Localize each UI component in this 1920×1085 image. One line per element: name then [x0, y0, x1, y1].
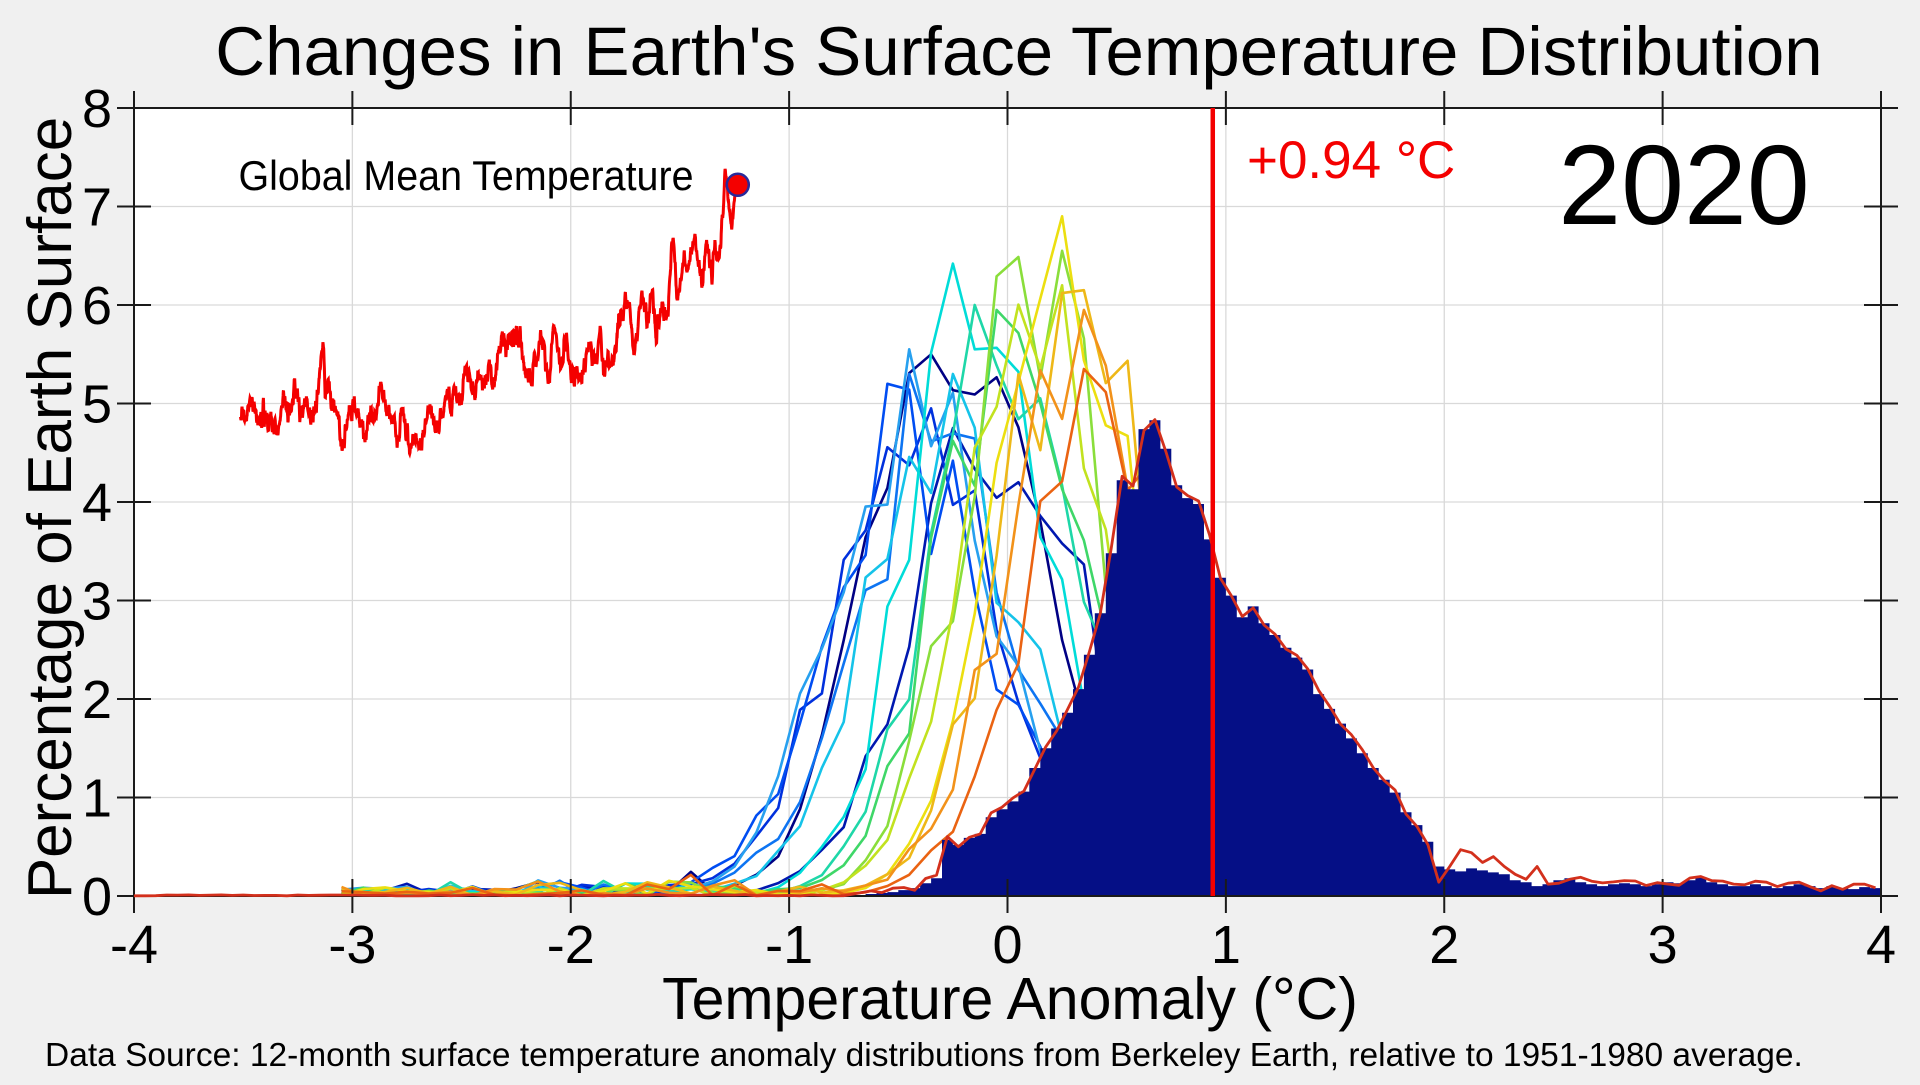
- mean-anomaly-value: +0.94 °C: [1247, 131, 1455, 190]
- y-tick-label: 4: [82, 473, 112, 533]
- histogram-2020-bars: [865, 420, 1881, 896]
- data-source-note: Data Source: 12-month surface temperatur…: [45, 1037, 1803, 1074]
- x-tick-label: 4: [1866, 915, 1896, 975]
- plot-border-and-ticks: [117, 91, 1898, 913]
- current-year: 2020: [1558, 122, 1809, 248]
- y-tick-label: 3: [82, 572, 112, 632]
- inset-title: Global Mean Temperature: [239, 152, 694, 199]
- global-mean-temperature-series: [239, 168, 740, 459]
- x-tick-label: -2: [547, 915, 595, 975]
- x-tick-label: 1: [1211, 915, 1241, 975]
- current-year-distribution-line: [134, 418, 1876, 898]
- y-tick-label: 7: [82, 178, 112, 238]
- global-mean-temperature-inset: [239, 168, 751, 459]
- x-tick-label: 2: [1429, 915, 1459, 975]
- chart-title: Changes in Earth's Surface Temperature D…: [215, 13, 1822, 90]
- x-tick-label: 0: [992, 915, 1022, 975]
- x-tick-label: -1: [765, 915, 813, 975]
- y-axis-label: Percentage of Earth Surface: [16, 117, 85, 899]
- y-tick-label: 1: [82, 769, 112, 829]
- y-tick-label: 8: [82, 79, 112, 139]
- x-tick-labels: -4 -3 -2 -1 0 1 2 3 4: [110, 915, 1896, 975]
- y-tick-label: 2: [82, 670, 112, 730]
- x-tick-label: -4: [110, 915, 158, 975]
- y-tick-label: 6: [82, 276, 112, 336]
- x-axis-label: Temperature Anomaly (°C): [662, 966, 1358, 1032]
- x-tick-label: 3: [1648, 915, 1678, 975]
- y-tick-label: 0: [82, 867, 112, 927]
- latest-value-dot: [725, 172, 751, 198]
- x-tick-label: -3: [328, 915, 376, 975]
- y-tick-labels: 0 1 2 3 4 5 6 7 8: [82, 79, 112, 927]
- y-tick-label: 5: [82, 375, 112, 435]
